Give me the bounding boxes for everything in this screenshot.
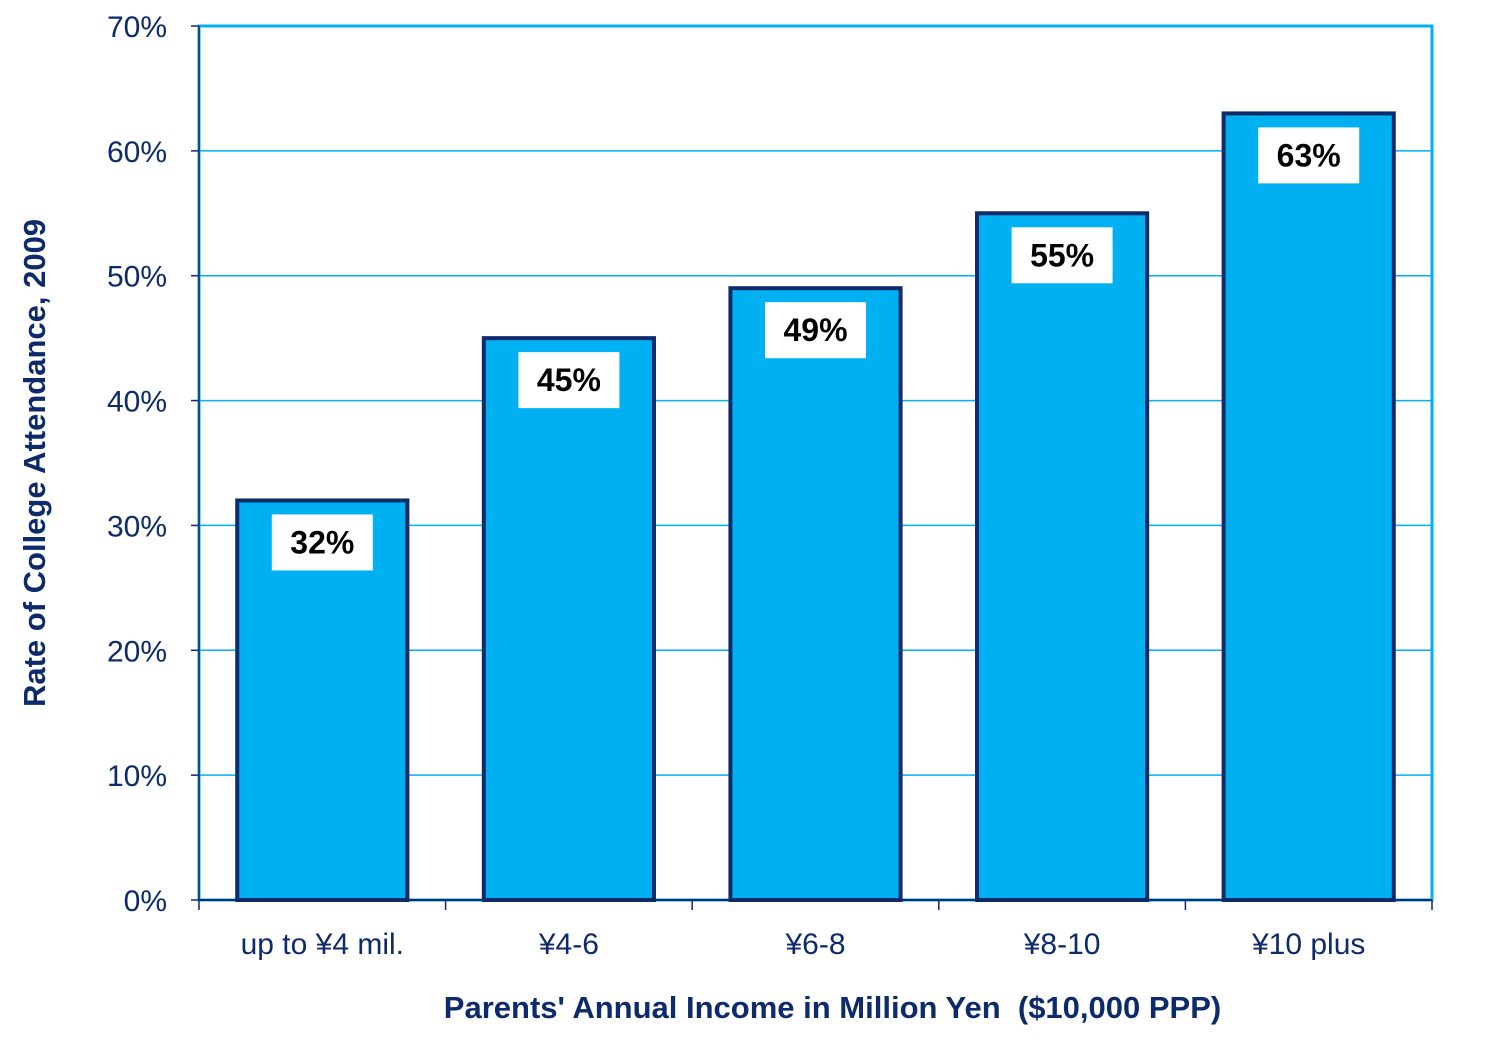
data-label: 49% xyxy=(783,312,847,348)
data-label: 55% xyxy=(1030,237,1094,273)
x-tick-label: up to ¥4 mil. xyxy=(241,928,404,961)
x-tick-label: ¥10 plus xyxy=(1251,928,1365,961)
y-tick-label: 60% xyxy=(107,136,167,169)
y-tick-label: 70% xyxy=(107,11,167,44)
axes: 0% 10% 20% 30% 40% 50% 60% 70% up to ¥4 mil. ¥4-6… xyxy=(107,11,1433,961)
y-axis-title: Rate of College Attendance, 2009 xyxy=(17,219,52,707)
x-tick-label: ¥6-8 xyxy=(784,928,845,961)
data-label-box xyxy=(518,352,620,409)
bars xyxy=(235,111,1396,903)
bar xyxy=(481,336,656,902)
x-tick-label: ¥4-6 xyxy=(538,928,599,961)
y-tick-label: 40% xyxy=(107,386,167,419)
y-tick-label: 0% xyxy=(124,885,167,918)
bar xyxy=(728,286,903,902)
y-tick-label: 20% xyxy=(107,635,167,668)
data-label: 32% xyxy=(290,524,354,560)
y-tick-label: 10% xyxy=(107,760,167,793)
bar xyxy=(1221,111,1396,902)
data-label-box xyxy=(1011,227,1113,284)
x-axis-title: Parents' Annual Income in Million Yen ($… xyxy=(444,990,1221,1025)
x-tick-label: ¥8-10 xyxy=(1023,928,1101,961)
data-label: 45% xyxy=(537,362,601,398)
y-tick-label: 50% xyxy=(107,261,167,294)
data-labels: 32% 45% 49% 55% 63% xyxy=(271,127,1360,571)
data-label-box xyxy=(765,302,866,359)
data-label-box xyxy=(271,514,373,571)
bar xyxy=(975,211,1150,903)
data-label: 63% xyxy=(1277,137,1341,173)
y-tick-label: 30% xyxy=(107,510,167,543)
data-label-box xyxy=(1258,127,1360,184)
